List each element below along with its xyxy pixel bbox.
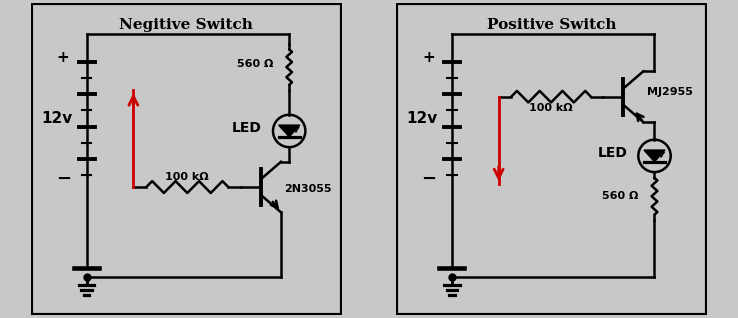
Polygon shape [644, 150, 665, 162]
Text: −: − [55, 170, 71, 188]
Text: 560 Ω: 560 Ω [602, 191, 638, 201]
Text: 12v: 12v [407, 111, 438, 126]
Text: LED: LED [232, 121, 262, 135]
Text: +: + [422, 50, 435, 65]
Text: 100 kΩ: 100 kΩ [165, 172, 209, 182]
Text: −: − [421, 170, 436, 188]
Text: MJ2955: MJ2955 [646, 87, 692, 97]
Text: 100 kΩ: 100 kΩ [529, 103, 573, 113]
Text: Negitive Switch: Negitive Switch [120, 18, 253, 32]
Text: LED: LED [598, 146, 627, 160]
Text: Positive Switch: Positive Switch [487, 18, 616, 32]
Text: 12v: 12v [41, 111, 72, 126]
Text: +: + [57, 50, 69, 65]
Text: 560 Ω: 560 Ω [237, 59, 273, 69]
Text: 2N3055: 2N3055 [284, 183, 332, 194]
Polygon shape [279, 125, 300, 137]
